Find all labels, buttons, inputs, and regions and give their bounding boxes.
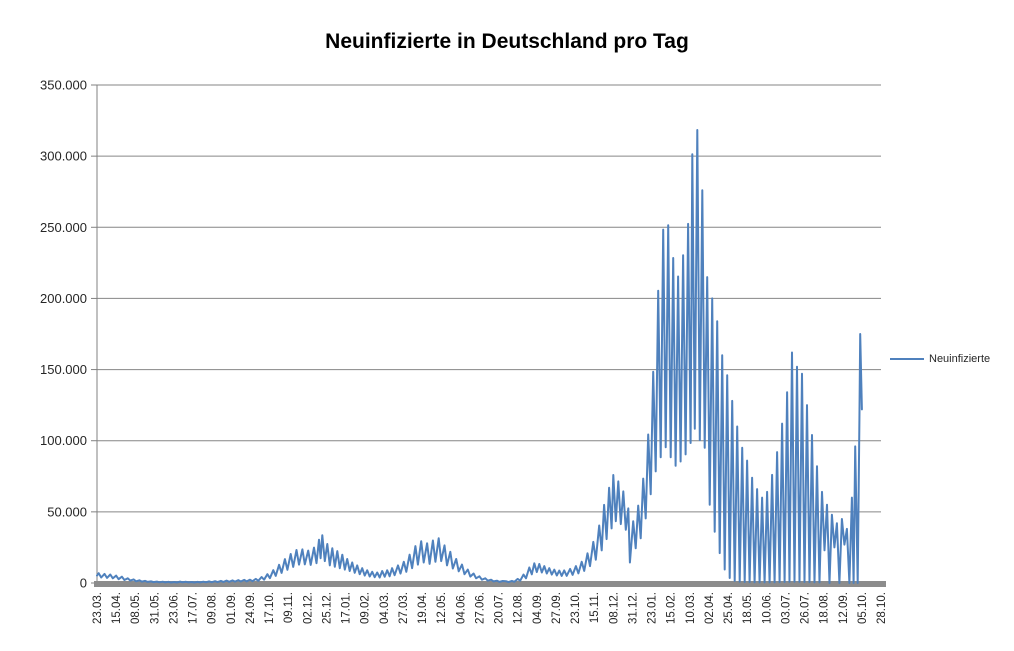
x-tick-label: 19.04. (417, 592, 429, 624)
legend-label: Neuinfizierte (929, 353, 991, 365)
x-tick-label: 05.10. (857, 592, 869, 624)
x-tick-label: 10.06. (761, 592, 773, 624)
y-tick-label: 300.000 (40, 149, 87, 164)
x-tick-label: 23.06. (168, 592, 180, 624)
y-tick-label: 350.000 (40, 78, 87, 93)
x-tick-label: 23.03. (92, 592, 104, 624)
y-tick-label: 50.000 (47, 504, 87, 519)
x-tick-label: 02.12. (302, 592, 314, 624)
x-tick-label: 23.10. (570, 592, 582, 624)
x-tick-label: 18.05. (742, 592, 754, 624)
x-tick-label: 10.03. (685, 592, 697, 624)
x-tick-label: 09.11. (283, 592, 295, 623)
x-tick-label: 04.06. (455, 592, 467, 624)
x-tick-label: 09.02. (360, 592, 372, 624)
x-tick-label: 25.04. (723, 592, 735, 624)
x-tick-label: 03.07. (780, 592, 792, 624)
x-tick-label: 25.12. (321, 592, 333, 624)
x-tick-label: 27.06. (474, 592, 486, 624)
legend: Neuinfizierte (890, 351, 990, 367)
x-tick-label: 15.02. (666, 592, 678, 624)
x-tick-label: 31.05. (149, 592, 161, 624)
x-tick-label: 12.05. (436, 592, 448, 624)
x-axis-bar (94, 581, 886, 587)
x-tick-label: 12.09. (838, 592, 850, 624)
x-tick-label: 01.09. (226, 592, 238, 624)
x-tick-label: 27.09. (551, 592, 563, 624)
x-tick-label: 17.01. (341, 592, 353, 624)
x-tick-label: 15.04. (111, 592, 123, 624)
x-tick-label: 15.11. (589, 592, 601, 623)
x-tick-label: 09.08. (207, 592, 219, 624)
x-tick-label: 28.10. (876, 592, 888, 624)
x-tick-label: 31.12. (627, 592, 639, 624)
legend-line-swatch (890, 358, 924, 360)
x-tick-label: 12.08. (513, 592, 525, 624)
chart-title: Neuinfizierte in Deutschland pro Tag (325, 30, 689, 53)
x-tick-label: 04.09. (532, 592, 544, 624)
y-tick-label: 250.000 (40, 220, 87, 235)
x-tick-label: 02.04. (704, 592, 716, 624)
x-tick-label: 26.07. (800, 592, 812, 624)
x-tick-label: 24.09. (245, 592, 257, 624)
y-tick-label: 150.000 (40, 362, 87, 377)
data-line (96, 129, 863, 584)
y-tick-label: 100.000 (40, 433, 87, 448)
x-tick-label: 27.03. (398, 592, 410, 624)
y-tick-label: 200.000 (40, 291, 87, 306)
x-tick-label: 17.07. (188, 592, 200, 624)
x-tick-label: 08.12. (608, 592, 620, 624)
y-tick-label: 0 (80, 576, 87, 591)
x-tick-label: 17.10. (264, 592, 276, 624)
x-tick-label: 08.05. (130, 592, 142, 624)
x-tick-label: 23.01. (647, 592, 659, 624)
x-tick-label: 04.03. (379, 592, 391, 624)
x-tick-label: 18.08. (819, 592, 831, 624)
x-tick-label: 20.07. (494, 592, 506, 624)
